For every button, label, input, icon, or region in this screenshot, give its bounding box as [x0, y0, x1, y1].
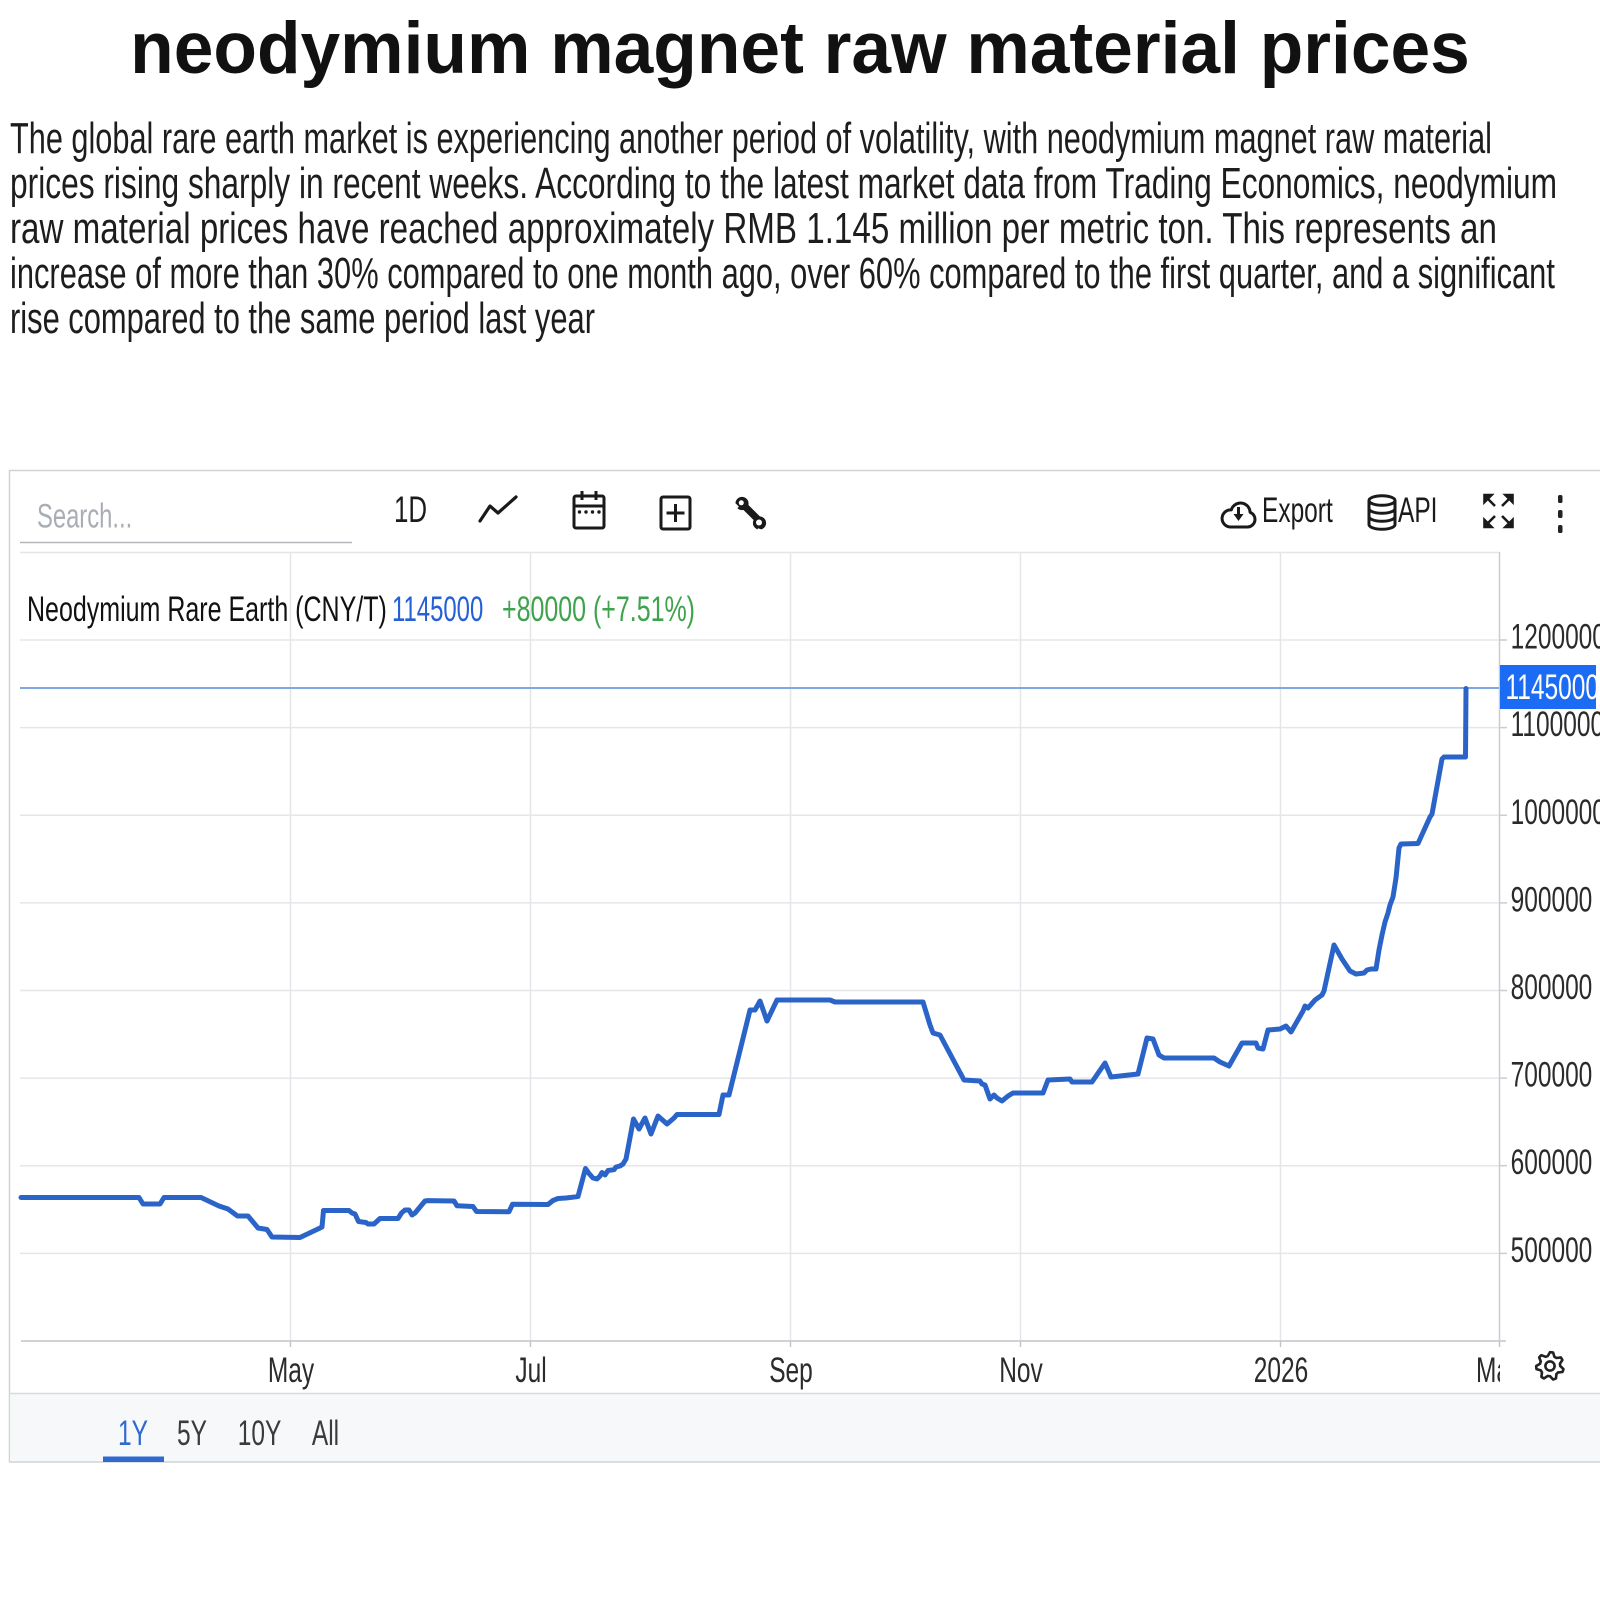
svg-text:Search...: Search... — [37, 497, 132, 535]
svg-text:API: API — [1398, 492, 1437, 530]
svg-text:10Y: 10Y — [238, 1415, 282, 1453]
svg-text:1100000: 1100000 — [1511, 706, 1600, 744]
svg-text:1145000: 1145000 — [392, 591, 483, 630]
svg-text:All: All — [312, 1415, 339, 1453]
svg-text:+80000 (+7.51%): +80000 (+7.51%) — [502, 590, 695, 629]
svg-text:2026: 2026 — [1254, 1352, 1308, 1390]
svg-text:Jul: Jul — [515, 1352, 546, 1390]
svg-text:Neodymium Rare Earth (CNY/T): Neodymium Rare Earth (CNY/T) — [27, 590, 387, 629]
svg-text:900000: 900000 — [1511, 881, 1593, 919]
svg-text:1145000: 1145000 — [1506, 669, 1599, 707]
svg-text:1200000: 1200000 — [1511, 618, 1600, 656]
svg-text:700000: 700000 — [1511, 1056, 1593, 1094]
svg-text:May: May — [268, 1352, 315, 1390]
svg-text:500000: 500000 — [1511, 1232, 1593, 1270]
svg-text:600000: 600000 — [1511, 1144, 1593, 1182]
svg-text:1Y: 1Y — [118, 1415, 148, 1453]
svg-text:1D: 1D — [394, 488, 427, 530]
svg-text:5Y: 5Y — [177, 1415, 207, 1453]
svg-text:Mar: Mar — [1476, 1352, 1518, 1390]
svg-text:Nov: Nov — [999, 1352, 1043, 1390]
svg-text:1000000: 1000000 — [1511, 794, 1600, 832]
svg-text:Export: Export — [1262, 492, 1333, 530]
svg-text:Sep: Sep — [769, 1352, 813, 1390]
svg-text:800000: 800000 — [1511, 969, 1593, 1007]
